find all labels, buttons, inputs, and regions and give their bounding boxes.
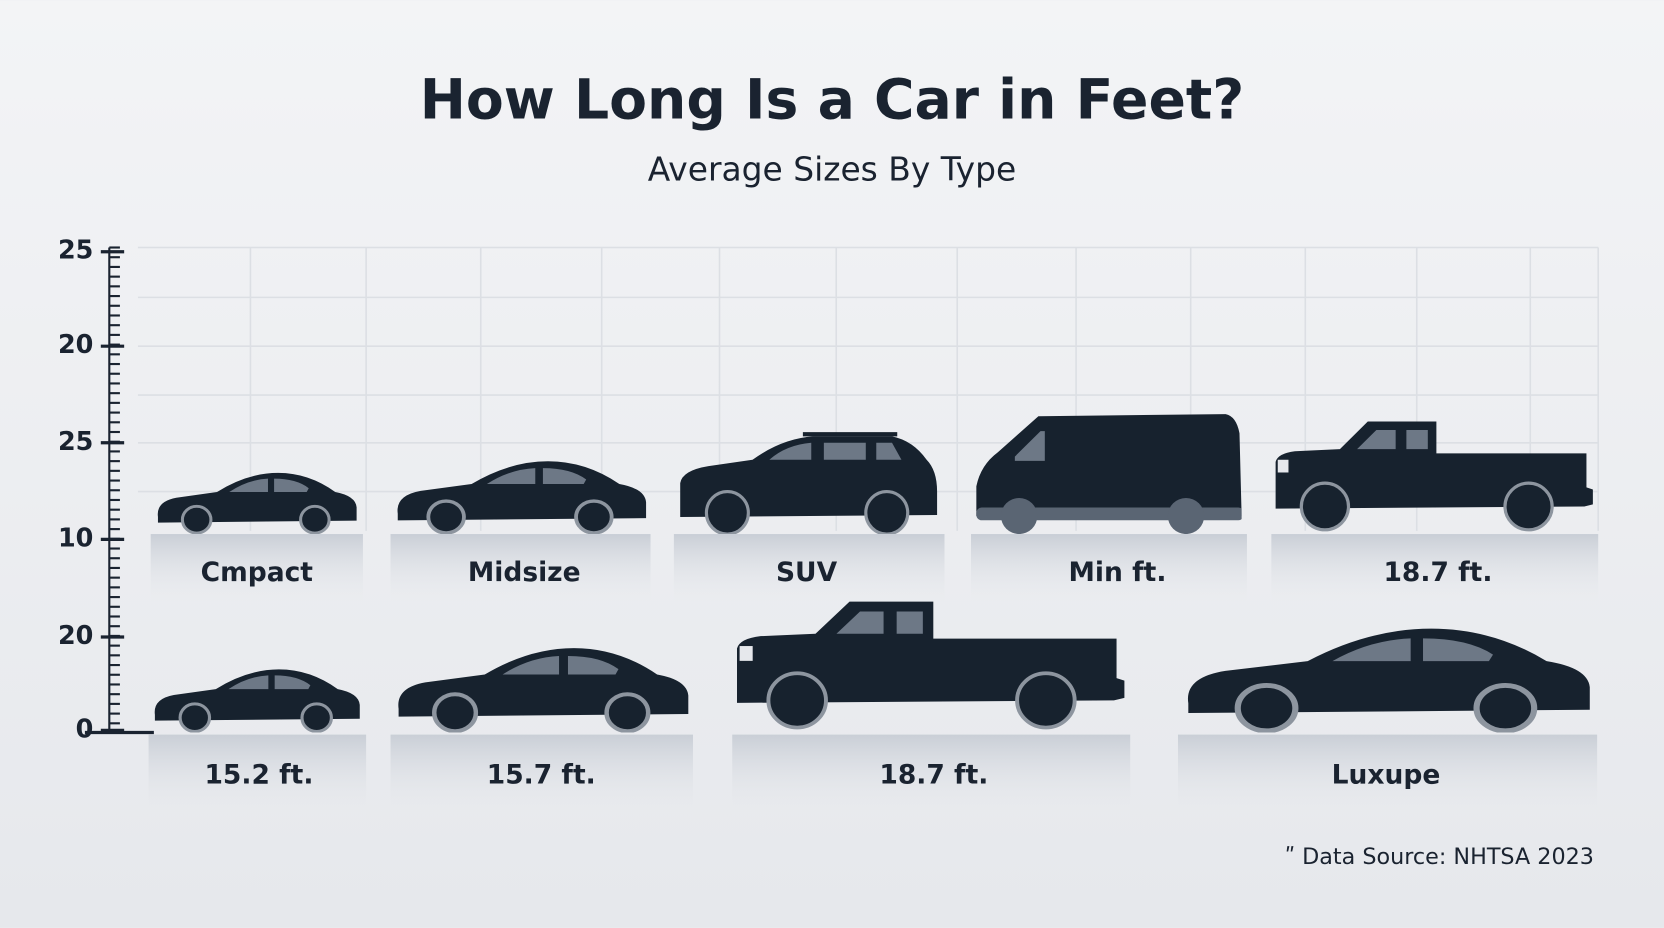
shadow xyxy=(971,534,1247,609)
vehicle-label: Midsize xyxy=(468,557,581,588)
shadow xyxy=(1271,534,1599,609)
shadow xyxy=(148,734,367,820)
vehicle-label: 18.7 ft. xyxy=(879,760,988,791)
shadow xyxy=(1177,734,1598,820)
tick-label: 20 xyxy=(58,621,93,651)
tick-label: 10 xyxy=(58,523,93,553)
axis: 25 20 25 10 20 0 xyxy=(58,236,154,744)
source: ʺ Data Source: NHTSA 2023 xyxy=(1285,844,1594,870)
vehicle-label: 15.2 ft. xyxy=(204,760,313,791)
shadow xyxy=(673,534,945,609)
vehicle-label: 18.7 ft. xyxy=(1383,557,1492,588)
vehicle-label: Luxupe xyxy=(1332,760,1441,791)
tick-label: 20 xyxy=(58,330,93,360)
shadow xyxy=(150,534,363,609)
tick-label: 0 xyxy=(76,714,94,744)
shadow xyxy=(390,734,693,820)
shadow xyxy=(732,734,1131,820)
labels: Cmpact Midsize SUV Min ft. 18.7 ft. 15.2 ft. 1… xyxy=(201,557,1493,791)
vehicle-label: 15.7 ft. xyxy=(487,760,596,791)
vehicle-label: Cmpact xyxy=(201,557,314,588)
shadow xyxy=(390,534,651,609)
shadows xyxy=(148,534,1599,820)
title: How Long Is a Car in Feet? xyxy=(420,68,1245,132)
vehicle-label: SUV xyxy=(776,557,838,588)
tick-label: 25 xyxy=(58,427,93,457)
subtitle: Average Sizes By Type xyxy=(648,150,1016,189)
tick-label: 25 xyxy=(58,236,93,266)
vehicle-label: Min ft. xyxy=(1069,557,1167,588)
